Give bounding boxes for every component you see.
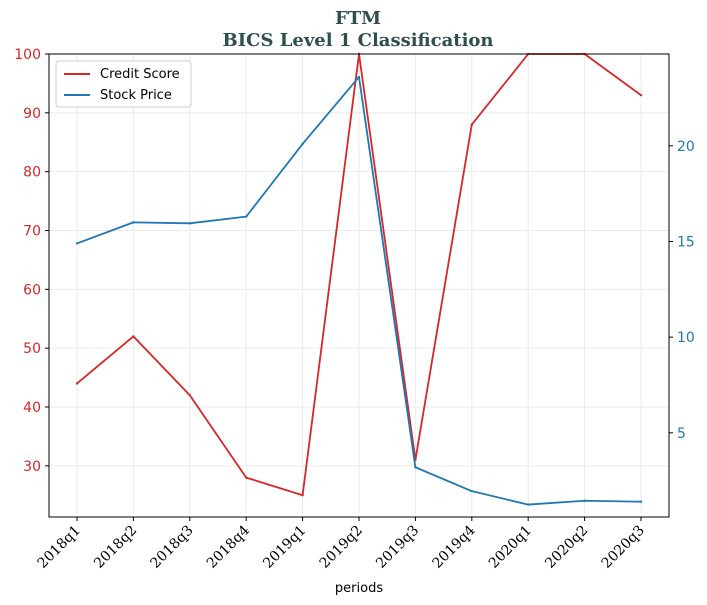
left-tick-label: 90: [23, 106, 41, 122]
data-point-stock-price: [527, 503, 530, 506]
data-point-stock-price: [301, 142, 304, 146]
data-point-credit-score: [188, 394, 191, 397]
right-tick-label: 15: [677, 234, 695, 250]
legend: Credit Score Stock Price: [55, 60, 192, 108]
x-axis-ticks: 2018q1 2018q2 2018q3 2018q4 2019q1 2019q2 2019…: [35, 517, 648, 572]
legend-label-credit-score: Credit Score: [100, 67, 180, 82]
left-tick-label: 100: [14, 47, 41, 63]
data-point-stock-price: [583, 499, 586, 502]
x-tick-label: 2019q3: [373, 523, 422, 572]
left-tick-label: 30: [23, 459, 41, 475]
left-tick-label: 40: [23, 400, 41, 416]
data-point-credit-score: [301, 494, 304, 497]
data-point-credit-score: [245, 476, 248, 479]
data-point-stock-price: [414, 466, 417, 469]
data-point-stock-price: [245, 215, 248, 218]
data-point-stock-price: [470, 489, 473, 493]
right-tick-label: 10: [677, 330, 695, 346]
right-tick-label: 20: [677, 139, 695, 155]
data-point-stock-price: [188, 222, 191, 225]
chart-subtitle: BICS Level 1 Classification: [222, 30, 493, 51]
data-point-stock-price: [357, 75, 361, 79]
x-tick-label: 2020q1: [486, 523, 535, 572]
legend-label-stock-price: Stock Price: [100, 88, 172, 103]
x-tick-label: 2018q2: [91, 523, 140, 572]
data-point-credit-score: [75, 382, 79, 385]
data-point-stock-price: [132, 221, 135, 224]
x-tick-label: 2019q4: [429, 522, 478, 571]
left-tick-label: 70: [23, 223, 41, 239]
left-tick-label: 60: [23, 282, 41, 298]
x-tick-label: 2018q1: [35, 523, 84, 572]
x-tick-label: 2020q3: [599, 523, 648, 572]
x-axis-label: periods: [335, 581, 383, 596]
data-point-stock-price: [639, 500, 643, 503]
x-tick-label: 2019q2: [317, 523, 366, 572]
grid: [49, 53, 669, 517]
x-tick-label: 2018q3: [147, 523, 196, 572]
data-point-credit-score: [132, 335, 135, 338]
left-tick-label: 80: [23, 165, 41, 181]
left-axis-ticks: 30 40 50 60 70 80 90 100: [14, 47, 49, 475]
data-point-stock-price: [75, 242, 79, 245]
x-tick-label: 2018q4: [204, 522, 253, 571]
data-point-credit-score: [470, 123, 473, 126]
left-tick-label: 50: [23, 341, 41, 357]
x-tick-label: 2020q2: [542, 523, 591, 572]
right-tick-label: 5: [677, 426, 686, 442]
chart-title: FTM: [335, 8, 381, 29]
right-axis-ticks: 5 10 15 20: [669, 139, 695, 442]
x-tick-label: 2019q1: [260, 523, 309, 572]
data-point-credit-score: [639, 93, 643, 97]
